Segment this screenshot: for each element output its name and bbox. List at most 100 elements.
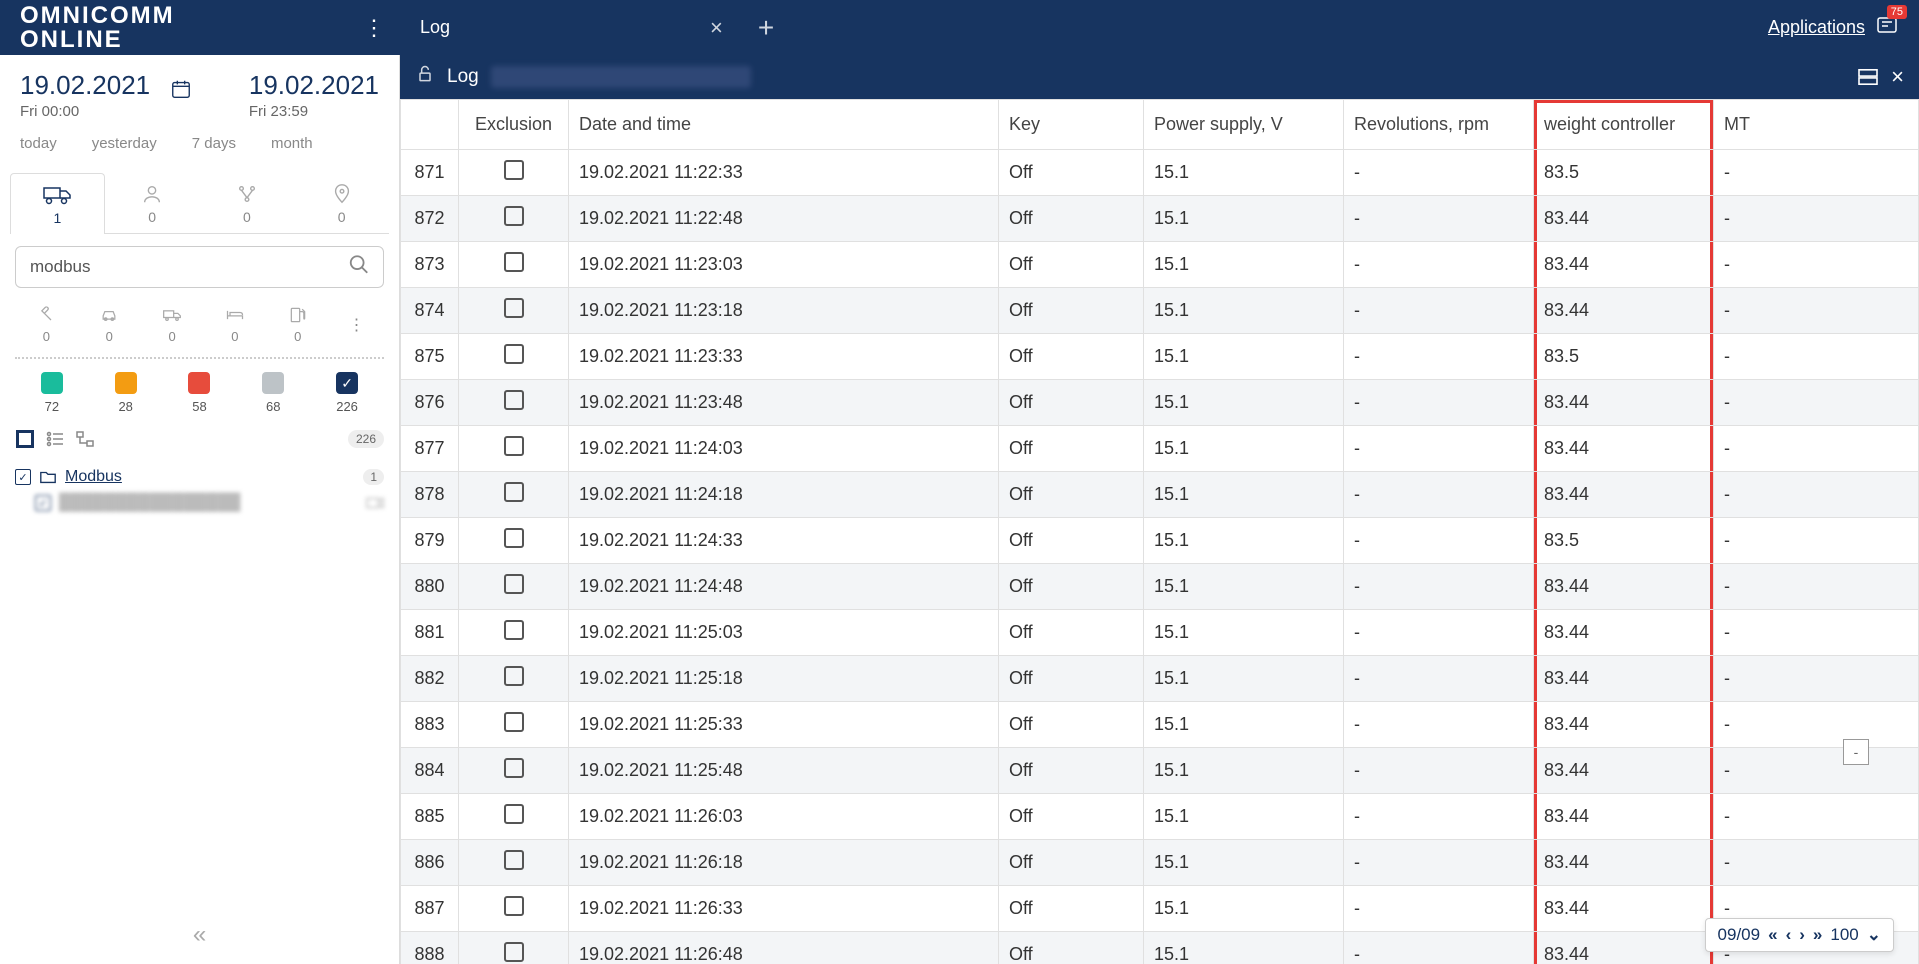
checkbox-icon[interactable]: [504, 574, 524, 594]
table-wrap[interactable]: Exclusion Date and time Key Power supply…: [400, 99, 1919, 964]
checkbox-icon[interactable]: [504, 666, 524, 686]
checkbox-icon[interactable]: [504, 620, 524, 640]
checkbox-icon[interactable]: [504, 482, 524, 502]
quick-yesterday[interactable]: yesterday: [92, 135, 157, 152]
filter-bed[interactable]: 0: [223, 305, 247, 344]
pager-prev-icon[interactable]: ‹: [1786, 925, 1792, 945]
col-key[interactable]: Key: [999, 100, 1144, 150]
color-filter[interactable]: 58: [188, 372, 210, 414]
table-row[interactable]: 873 19.02.2021 11:23:03 Off 15.1 - 83.44…: [401, 242, 1919, 288]
side-tab-geozones[interactable]: 0: [294, 172, 389, 233]
cell-exclusion[interactable]: [459, 794, 569, 840]
checkbox-icon[interactable]: [504, 850, 524, 870]
checkbox-icon[interactable]: ✓: [35, 495, 51, 511]
pager-last-icon[interactable]: »: [1813, 925, 1822, 945]
table-row[interactable]: 876 19.02.2021 11:23:48 Off 15.1 - 83.44…: [401, 380, 1919, 426]
pager-first-icon[interactable]: «: [1768, 925, 1777, 945]
table-row[interactable]: 880 19.02.2021 11:24:48 Off 15.1 - 83.44…: [401, 564, 1919, 610]
filter-car[interactable]: 0: [97, 305, 121, 344]
search-icon[interactable]: [348, 254, 370, 281]
cell-exclusion[interactable]: [459, 564, 569, 610]
table-row[interactable]: 874 19.02.2021 11:23:18 Off 15.1 - 83.44…: [401, 288, 1919, 334]
table-row[interactable]: 872 19.02.2021 11:22:48 Off 15.1 - 83.44…: [401, 196, 1919, 242]
table-row[interactable]: 879 19.02.2021 11:24:33 Off 15.1 - 83.5 …: [401, 518, 1919, 564]
tree-group-label[interactable]: Modbus: [65, 468, 122, 486]
tab-log[interactable]: Log ×: [400, 0, 743, 55]
layout-icon[interactable]: [1857, 68, 1879, 86]
close-icon[interactable]: ×: [710, 15, 723, 41]
table-row[interactable]: 878 19.02.2021 11:24:18 Off 15.1 - 83.44…: [401, 472, 1919, 518]
col-datetime[interactable]: Date and time: [569, 100, 999, 150]
table-row[interactable]: 871 19.02.2021 11:22:33 Off 15.1 - 83.5 …: [401, 150, 1919, 196]
tree-group-row[interactable]: ✓ Modbus 1: [15, 464, 384, 490]
color-filter[interactable]: 72: [41, 372, 63, 414]
cell-exclusion[interactable]: [459, 150, 569, 196]
table-row[interactable]: 886 19.02.2021 11:26:18 Off 15.1 - 83.44…: [401, 840, 1919, 886]
checkbox-icon[interactable]: [504, 896, 524, 916]
quick-today[interactable]: today: [20, 135, 57, 152]
checkbox-icon[interactable]: [504, 528, 524, 548]
cell-exclusion[interactable]: [459, 472, 569, 518]
checkbox-icon[interactable]: [504, 344, 524, 364]
lock-icon[interactable]: [415, 64, 435, 90]
checkbox-icon[interactable]: [504, 298, 524, 318]
filter-fuel[interactable]: 0: [286, 305, 310, 344]
color-filter[interactable]: 226: [336, 372, 358, 414]
quick-7days[interactable]: 7 days: [192, 135, 236, 152]
cell-exclusion[interactable]: [459, 748, 569, 794]
checkbox-icon[interactable]: [504, 390, 524, 410]
col-weight-controller[interactable]: weight controller: [1534, 100, 1714, 150]
filter-service[interactable]: 0: [34, 305, 58, 344]
col-power-supply[interactable]: Power supply, V: [1144, 100, 1344, 150]
date-from[interactable]: 19.02.2021 Fri 00:00: [20, 70, 150, 120]
cell-exclusion[interactable]: [459, 334, 569, 380]
checkbox-icon[interactable]: [504, 712, 524, 732]
checkbox-icon[interactable]: [504, 206, 524, 226]
pager-size-dropdown-icon[interactable]: ⌄: [1867, 925, 1881, 945]
table-row[interactable]: 882 19.02.2021 11:25:18 Off 15.1 - 83.44…: [401, 656, 1919, 702]
checkbox-icon[interactable]: ✓: [15, 469, 31, 485]
table-row[interactable]: 888 19.02.2021 11:26:48 Off 15.1 - 83.44…: [401, 932, 1919, 964]
col-exclusion[interactable]: Exclusion: [459, 100, 569, 150]
checkbox-icon[interactable]: [504, 436, 524, 456]
tree-item-row[interactable]: ✓ ████████████████: [15, 490, 384, 516]
table-row[interactable]: 885 19.02.2021 11:26:03 Off 15.1 - 83.44…: [401, 794, 1919, 840]
table-row[interactable]: 884 19.02.2021 11:25:48 Off 15.1 - 83.44…: [401, 748, 1919, 794]
close-icon[interactable]: ×: [1891, 64, 1904, 90]
table-row[interactable]: 875 19.02.2021 11:23:33 Off 15.1 - 83.5 …: [401, 334, 1919, 380]
checkbox-icon[interactable]: [504, 160, 524, 180]
col-revolutions[interactable]: Revolutions, rpm: [1344, 100, 1534, 150]
checkbox-icon[interactable]: [504, 942, 524, 962]
cell-exclusion[interactable]: [459, 886, 569, 932]
checkbox-icon[interactable]: [504, 804, 524, 824]
cell-exclusion[interactable]: [459, 426, 569, 472]
cell-exclusion[interactable]: [459, 656, 569, 702]
scroll-helper-button[interactable]: -: [1843, 739, 1869, 765]
date-to[interactable]: 19.02.2021 Fri 23:59: [249, 70, 379, 120]
table-row[interactable]: 877 19.02.2021 11:24:03 Off 15.1 - 83.44…: [401, 426, 1919, 472]
pager-next-icon[interactable]: ›: [1799, 925, 1805, 945]
add-tab-icon[interactable]: +: [743, 12, 789, 44]
cell-exclusion[interactable]: [459, 932, 569, 964]
cell-exclusion[interactable]: [459, 610, 569, 656]
side-tab-vehicles[interactable]: 1: [10, 173, 105, 234]
view-list-icon[interactable]: [45, 429, 65, 449]
table-row[interactable]: 881 19.02.2021 11:25:03 Off 15.1 - 83.44…: [401, 610, 1919, 656]
applications-link[interactable]: Applications: [1768, 17, 1865, 38]
filter-truck[interactable]: 0: [160, 305, 184, 344]
filter-more-icon[interactable]: ⋮: [349, 315, 365, 335]
side-tab-drivers[interactable]: 0: [105, 172, 200, 233]
table-row[interactable]: 883 19.02.2021 11:25:33 Off 15.1 - 83.44…: [401, 702, 1919, 748]
calendar-icon[interactable]: [170, 78, 192, 105]
side-tab-routes[interactable]: 0: [200, 172, 295, 233]
sidebar-menu-icon[interactable]: ⋮: [363, 15, 385, 41]
cell-exclusion[interactable]: [459, 288, 569, 334]
view-tree-icon[interactable]: [75, 429, 95, 449]
checkbox-icon[interactable]: [504, 252, 524, 272]
cell-exclusion[interactable]: [459, 196, 569, 242]
notifications-icon[interactable]: 75: [1875, 13, 1899, 42]
col-mt[interactable]: MT: [1714, 100, 1919, 150]
cell-exclusion[interactable]: [459, 380, 569, 426]
view-grid-icon[interactable]: [15, 429, 35, 449]
color-filter[interactable]: 68: [262, 372, 284, 414]
